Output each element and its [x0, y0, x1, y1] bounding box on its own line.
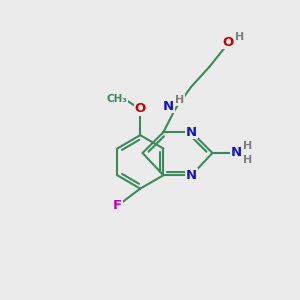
Text: H: H [176, 95, 184, 105]
Text: N: N [186, 169, 197, 182]
Text: N: N [231, 146, 242, 160]
Text: N: N [186, 126, 197, 139]
Text: O: O [222, 36, 233, 49]
Text: N: N [163, 100, 174, 112]
Text: CH₃: CH₃ [107, 94, 128, 104]
Text: H: H [243, 154, 252, 164]
Text: H: H [235, 32, 244, 42]
Text: H: H [243, 141, 252, 152]
Text: O: O [135, 103, 146, 116]
Text: F: F [113, 200, 122, 212]
